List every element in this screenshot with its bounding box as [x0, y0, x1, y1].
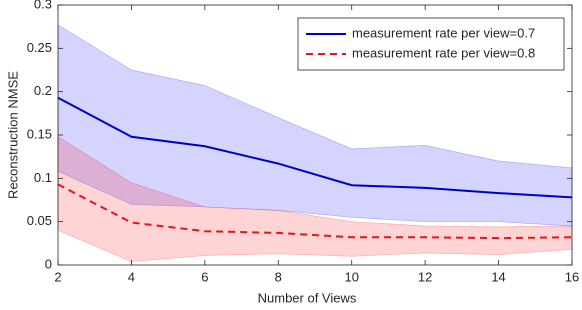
- x-tick-label: 14: [491, 269, 505, 284]
- legend-box: [297, 17, 565, 71]
- x-tick-label: 12: [418, 269, 432, 284]
- y-tick-label: 0.15: [27, 126, 52, 141]
- legend-label: measurement rate per view=0.8: [352, 45, 535, 60]
- y-tick-label: 0.25: [27, 40, 52, 55]
- y-axis-label: Reconstruction NMSE: [5, 71, 20, 199]
- legend-label: measurement rate per view=0.7: [352, 25, 535, 40]
- series-line: [57, 183, 573, 240]
- x-tick-label: 16: [565, 269, 579, 284]
- y-tick-label: 0.1: [34, 170, 52, 185]
- x-tick-label: 6: [201, 269, 208, 284]
- y-tick-label: 0.3: [34, 0, 52, 11]
- y-tick-label: 0.05: [27, 213, 52, 228]
- x-tick-label: 2: [54, 269, 61, 284]
- x-tick-label: 10: [344, 269, 358, 284]
- x-tick-label: 4: [128, 269, 135, 284]
- x-tick-label: 8: [275, 269, 282, 284]
- series-line: [57, 96, 573, 199]
- y-tick-label: 0.2: [34, 83, 52, 98]
- y-tick-label: 0: [45, 256, 52, 271]
- x-axis-label: Number of Views: [258, 290, 357, 305]
